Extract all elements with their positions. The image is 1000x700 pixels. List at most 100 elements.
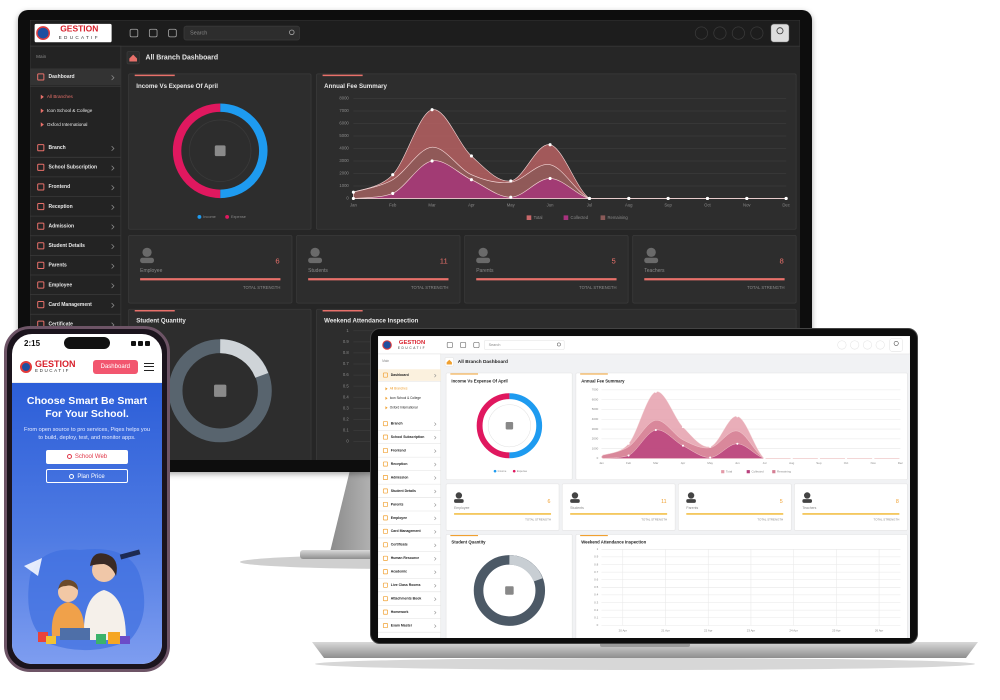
- y-tick-label: 0.2: [594, 608, 598, 612]
- menu-item[interactable]: Employee: [48, 282, 72, 288]
- phone-logo[interactable]: GESTION EDUCATIF: [20, 360, 76, 374]
- menu-item[interactable]: Card Management: [391, 529, 422, 533]
- sidebar: [378, 353, 442, 638]
- y-tick-label: 0: [597, 456, 599, 460]
- header-icon[interactable]: [446, 342, 453, 348]
- menu-icon: [37, 242, 45, 250]
- area: [601, 429, 901, 459]
- header-icon[interactable]: [460, 342, 467, 348]
- header-bar: [30, 20, 800, 47]
- menu-icon: [382, 488, 388, 494]
- counter-caption: TOTAL STRENGTH: [641, 518, 667, 522]
- submenu-item[interactable]: All Branches: [390, 387, 408, 391]
- menu-chevron: [111, 283, 115, 289]
- quantity-ring: [473, 555, 546, 626]
- x-tick-label: 26 Apr: [875, 628, 883, 632]
- menu-item[interactable]: Dashboard: [48, 74, 74, 80]
- menu-item[interactable]: Frontend: [391, 448, 406, 452]
- menu-item[interactable]: Branch: [48, 145, 65, 151]
- data-point: [600, 454, 603, 457]
- menu-item[interactable]: Attachments Book: [391, 597, 422, 601]
- data-point: [817, 457, 820, 460]
- search-box[interactable]: [484, 339, 565, 350]
- menu-item[interactable]: Reception: [48, 204, 72, 210]
- menu-item[interactable]: Admission: [391, 475, 409, 479]
- card: [575, 534, 908, 638]
- header-icon[interactable]: [168, 28, 177, 38]
- x-tick-label: Oct: [844, 461, 849, 465]
- laptop-base: [312, 642, 978, 658]
- header-action[interactable]: [713, 26, 727, 40]
- header-icon[interactable]: [129, 28, 139, 38]
- search-placeholder: Search: [190, 31, 207, 37]
- menu-item[interactable]: School Subscription: [391, 435, 425, 439]
- header-action[interactable]: [837, 340, 847, 350]
- menu-chevron: [434, 462, 437, 467]
- menu-item[interactable]: Live Class Rooms: [391, 583, 421, 587]
- header-icon[interactable]: [473, 342, 480, 348]
- submenu-item[interactable]: Oxford International: [390, 406, 418, 410]
- card-title: Weekend Attendance Inspection: [581, 540, 646, 545]
- menu-chevron: [434, 530, 437, 534]
- user-avatar[interactable]: [770, 23, 790, 43]
- data-point: [627, 442, 630, 445]
- donut-inner-ring: [189, 119, 252, 182]
- menu-item[interactable]: Certificate: [48, 322, 73, 328]
- submenu-item[interactable]: All Branches: [47, 94, 74, 99]
- menu-item[interactable]: Reception: [391, 462, 408, 466]
- dashboard-button[interactable]: Dashboard: [92, 360, 138, 374]
- y-tick-label: 5000: [592, 407, 599, 411]
- counter-value: 6: [275, 257, 279, 266]
- menu-item[interactable]: Certificate: [391, 543, 408, 547]
- menu-item[interactable]: Employee: [391, 516, 407, 520]
- menu-button[interactable]: [144, 363, 154, 371]
- logo-tagline: EDUCATIF: [59, 35, 100, 40]
- menu-item[interactable]: Card Management: [48, 302, 92, 308]
- status-time: 2:15: [24, 338, 41, 348]
- menu-chevron: [434, 373, 437, 378]
- data-point: [654, 390, 657, 393]
- menu-icon: [382, 623, 388, 629]
- menu-item[interactable]: Branch: [391, 422, 403, 426]
- menu-item[interactable]: Student Details: [48, 243, 85, 249]
- school-web-button[interactable]: School Web: [46, 450, 128, 464]
- submenu-item[interactable]: Oxford International: [47, 122, 88, 127]
- quantity-icon: [214, 384, 227, 397]
- menu-chevron: [434, 610, 437, 615]
- menu-item[interactable]: Dashboard: [391, 373, 409, 377]
- submenu-item[interactable]: Icon School & College: [390, 396, 421, 400]
- menu-item[interactable]: School Subscription: [48, 165, 97, 171]
- menu-item[interactable]: Parents: [391, 502, 404, 506]
- x-tick-label: 23 Apr: [747, 628, 755, 632]
- search-box[interactable]: [183, 25, 300, 41]
- menu-item[interactable]: Human Resource: [391, 556, 419, 560]
- counter-icon-body: [570, 499, 580, 503]
- counter-icon-body: [644, 257, 659, 264]
- plan-price-button[interactable]: Plan Price: [46, 469, 128, 483]
- menu-item[interactable]: Parents: [48, 263, 67, 269]
- counter-label: Employee: [140, 268, 162, 274]
- y-tick-label: 0.1: [594, 616, 598, 620]
- counter-card: [128, 235, 293, 304]
- search-placeholder: Search: [489, 343, 501, 347]
- header-action[interactable]: [694, 26, 708, 40]
- legend-label: Collected: [751, 469, 764, 473]
- menu-item[interactable]: Academic: [391, 570, 407, 574]
- header-action[interactable]: [862, 340, 872, 350]
- counter-caption: TOTAL STRENGTH: [411, 285, 448, 290]
- counter-label: Parents: [476, 268, 494, 274]
- user-avatar[interactable]: [889, 338, 903, 352]
- menu-item[interactable]: Homework: [391, 610, 409, 614]
- menu-item[interactable]: Frontend: [48, 184, 70, 190]
- submenu-item[interactable]: Icon School & College: [47, 108, 93, 113]
- menu-item[interactable]: Exam Master: [391, 624, 413, 628]
- counter-icon-body: [308, 257, 323, 264]
- header-action[interactable]: [875, 340, 885, 350]
- header-action[interactable]: [731, 26, 745, 40]
- menu-item[interactable]: Admission: [48, 223, 74, 229]
- header-action[interactable]: [850, 340, 860, 350]
- header-icon[interactable]: [148, 28, 158, 38]
- menu-item[interactable]: Student Details: [391, 489, 416, 493]
- header-action[interactable]: [750, 26, 764, 40]
- y-tick-label: 8000: [339, 96, 349, 101]
